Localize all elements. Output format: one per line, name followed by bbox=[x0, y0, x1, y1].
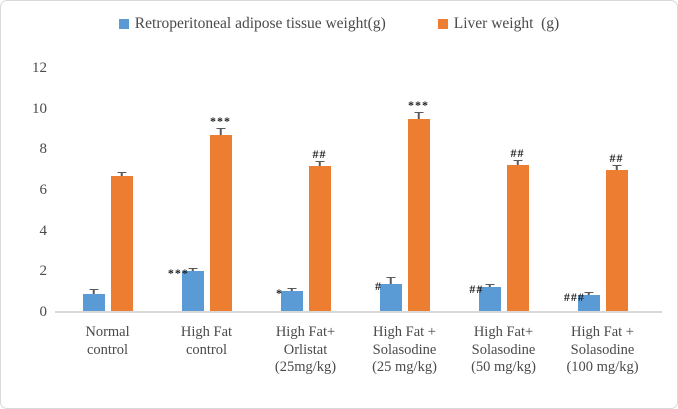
significance-label-adipose-6: ### bbox=[563, 289, 585, 304]
legend-swatch-adipose-icon bbox=[118, 19, 129, 29]
bar-group-4: # *** bbox=[355, 68, 454, 312]
x-axis-label-4: High Fat + Solasodine (25 mg/kg) bbox=[372, 324, 437, 375]
legend-item-liver: Liver weight (g) bbox=[437, 15, 560, 33]
bar-slot-liver-5: ## bbox=[506, 68, 529, 312]
bar-slot-adipose-2: *** bbox=[168, 68, 204, 312]
error-bar-liver-1 bbox=[117, 172, 126, 175]
y-tick-label-6: 6 bbox=[39, 182, 48, 198]
bar-liver-6[interactable] bbox=[605, 169, 628, 312]
x-axis-label-6: High Fat + Solasodine (100 mg/kg) bbox=[566, 324, 639, 375]
error-bar-adipose-4 bbox=[386, 277, 395, 283]
x-axis-label-1: Normal control bbox=[85, 324, 130, 358]
error-bar-liver-6 bbox=[612, 164, 621, 170]
x-axis-label-2: High Fat control bbox=[180, 324, 233, 358]
chart-legend: Retroperitoneal adipose tissue weight(g)… bbox=[1, 15, 677, 33]
significance-label-liver-5: ## bbox=[510, 145, 525, 160]
legend-swatch-liver-icon bbox=[437, 19, 448, 29]
error-bar-adipose-2 bbox=[188, 267, 197, 271]
bar-slot-liver-6: ## bbox=[605, 68, 628, 312]
bar-group-5: ## ## bbox=[454, 68, 553, 312]
error-bar-liver-4 bbox=[414, 111, 423, 119]
bar-group-2: *** *** bbox=[157, 68, 256, 312]
bar-group-3: * ## bbox=[256, 68, 355, 312]
legend-label-liver: Liver weight (g) bbox=[453, 15, 560, 32]
y-tick-label-12: 12 bbox=[32, 60, 47, 76]
error-bar-adipose-3 bbox=[287, 287, 296, 291]
error-bar-adipose-1 bbox=[89, 288, 98, 294]
bar-adipose-2[interactable] bbox=[181, 271, 204, 312]
significance-label-adipose-5: ## bbox=[469, 281, 484, 296]
x-axis-label-3: High Fat+ Orlistat (25mg/kg) bbox=[274, 324, 337, 375]
significance-label-liver-3: ## bbox=[312, 146, 327, 161]
bar-slot-liver-2: *** bbox=[209, 68, 232, 312]
bar-liver-4[interactable] bbox=[407, 118, 430, 312]
significance-label-adipose-2: *** bbox=[167, 266, 189, 281]
significance-label-adipose-4: # bbox=[374, 278, 382, 293]
bar-slot-liver-3: ## bbox=[308, 68, 331, 312]
bar-slot-adipose-3: * bbox=[276, 68, 303, 312]
error-bar-adipose-6 bbox=[584, 292, 593, 295]
y-tick-label-4: 4 bbox=[39, 222, 48, 239]
legend-label-adipose: Retroperitoneal adipose tissue weight(g) bbox=[134, 15, 386, 32]
error-bar-adipose-5 bbox=[485, 283, 494, 287]
significance-label-liver-4: *** bbox=[408, 97, 429, 112]
bar-liver-2[interactable] bbox=[209, 135, 232, 312]
bar-liver-5[interactable] bbox=[506, 164, 529, 312]
bar-liver-3[interactable] bbox=[308, 165, 331, 312]
y-tick-label-10: 10 bbox=[32, 100, 47, 117]
bar-adipose-3[interactable] bbox=[280, 290, 303, 312]
bar-group-6: ### ## bbox=[553, 68, 652, 312]
error-bar-liver-3 bbox=[315, 160, 324, 166]
bar-slot-adipose-5: ## bbox=[469, 68, 501, 312]
bar-slot-liver-1 bbox=[110, 68, 133, 312]
bar-slot-liver-4: *** bbox=[407, 68, 430, 312]
x-axis-label-5: High Fat+ Solasodine (50 mg/kg) bbox=[471, 324, 536, 375]
y-tick-label-2: 2 bbox=[39, 263, 48, 280]
x-axis-labels: Normal control High Fat control High Fat+ … bbox=[58, 324, 652, 394]
x-axis-line bbox=[55, 311, 662, 313]
bar-adipose-1[interactable] bbox=[82, 293, 105, 312]
bar-liver-1[interactable] bbox=[110, 175, 133, 312]
y-tick-label-8: 8 bbox=[39, 141, 48, 158]
bar-adipose-5[interactable] bbox=[478, 286, 501, 312]
bar-group-1 bbox=[58, 68, 157, 312]
bar-slot-adipose-4: # bbox=[375, 68, 402, 312]
y-tick-label-0: 0 bbox=[39, 304, 48, 320]
error-bar-liver-5 bbox=[513, 159, 522, 165]
plot-area: *** *** * ## # *** ## ## ### ## bbox=[58, 68, 652, 312]
bar-adipose-4[interactable] bbox=[379, 283, 402, 312]
bar-slot-adipose-6: ### bbox=[564, 68, 600, 312]
legend-item-adipose: Retroperitoneal adipose tissue weight(g) bbox=[118, 15, 386, 33]
significance-label-adipose-3: * bbox=[275, 285, 283, 300]
significance-label-liver-6: ## bbox=[609, 150, 624, 165]
error-bar-liver-2 bbox=[216, 128, 225, 135]
bar-slot-adipose-1 bbox=[82, 68, 105, 312]
bar-adipose-6[interactable] bbox=[577, 294, 600, 312]
significance-label-liver-2: *** bbox=[210, 114, 231, 129]
